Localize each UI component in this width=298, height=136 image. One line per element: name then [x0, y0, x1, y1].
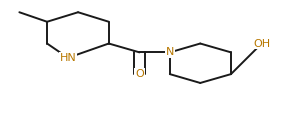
Text: HN: HN	[60, 53, 76, 63]
Text: N: N	[166, 47, 174, 57]
Text: O: O	[135, 69, 144, 79]
Text: OH: OH	[253, 38, 270, 49]
